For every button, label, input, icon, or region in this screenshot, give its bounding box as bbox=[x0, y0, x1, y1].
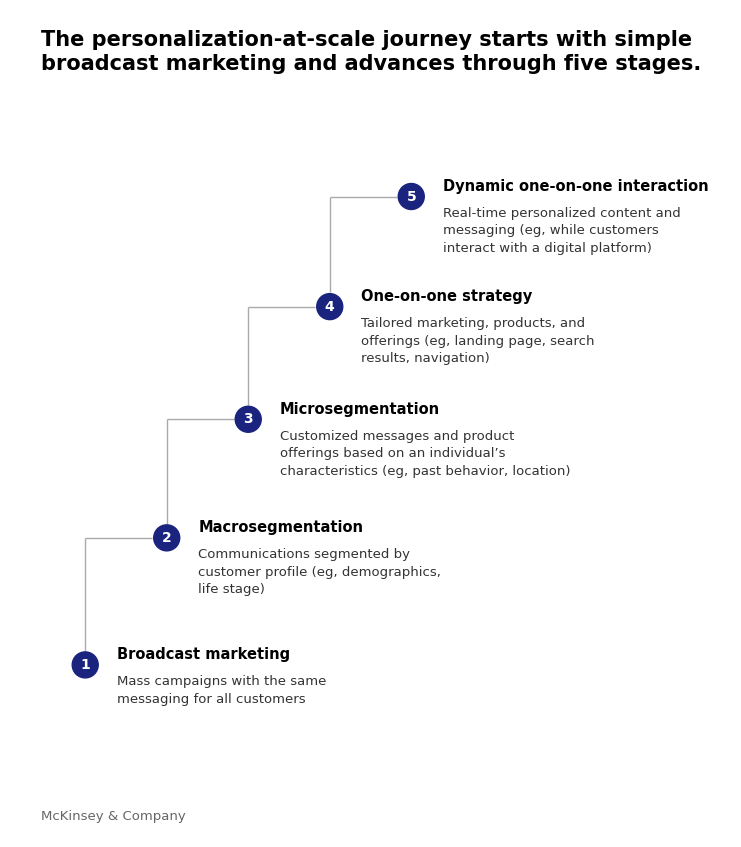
Text: Real-time personalized content and
messaging (eg, while customers
interact with : Real-time personalized content and messa… bbox=[443, 207, 680, 255]
Text: 4: 4 bbox=[325, 300, 335, 313]
Text: Macrosegmentation: Macrosegmentation bbox=[199, 520, 363, 535]
Text: Customized messages and product
offerings based on an individual’s
characteristi: Customized messages and product offering… bbox=[280, 429, 571, 478]
Text: Tailored marketing, products, and
offerings (eg, landing page, search
results, n: Tailored marketing, products, and offeri… bbox=[362, 317, 595, 365]
Text: 2: 2 bbox=[162, 531, 172, 545]
Text: Communications segmented by
customer profile (eg, demographics,
life stage): Communications segmented by customer pro… bbox=[199, 548, 441, 596]
Ellipse shape bbox=[235, 407, 262, 432]
Text: Microsegmentation: Microsegmentation bbox=[280, 401, 440, 417]
Text: One-on-one strategy: One-on-one strategy bbox=[362, 289, 533, 304]
Text: 3: 3 bbox=[244, 412, 253, 426]
Text: Dynamic one-on-one interaction: Dynamic one-on-one interaction bbox=[443, 179, 708, 194]
Ellipse shape bbox=[316, 294, 343, 319]
Text: McKinsey & Company: McKinsey & Company bbox=[41, 811, 185, 823]
Text: Broadcast marketing: Broadcast marketing bbox=[117, 647, 290, 662]
Ellipse shape bbox=[153, 525, 180, 551]
Text: 1: 1 bbox=[80, 658, 90, 672]
Text: Mass campaigns with the same
messaging for all customers: Mass campaigns with the same messaging f… bbox=[117, 675, 326, 706]
Text: The personalization-at-scale journey starts with simple
broadcast marketing and : The personalization-at-scale journey sta… bbox=[41, 30, 701, 74]
Ellipse shape bbox=[72, 652, 99, 678]
Text: 5: 5 bbox=[406, 190, 416, 203]
Ellipse shape bbox=[398, 184, 425, 209]
